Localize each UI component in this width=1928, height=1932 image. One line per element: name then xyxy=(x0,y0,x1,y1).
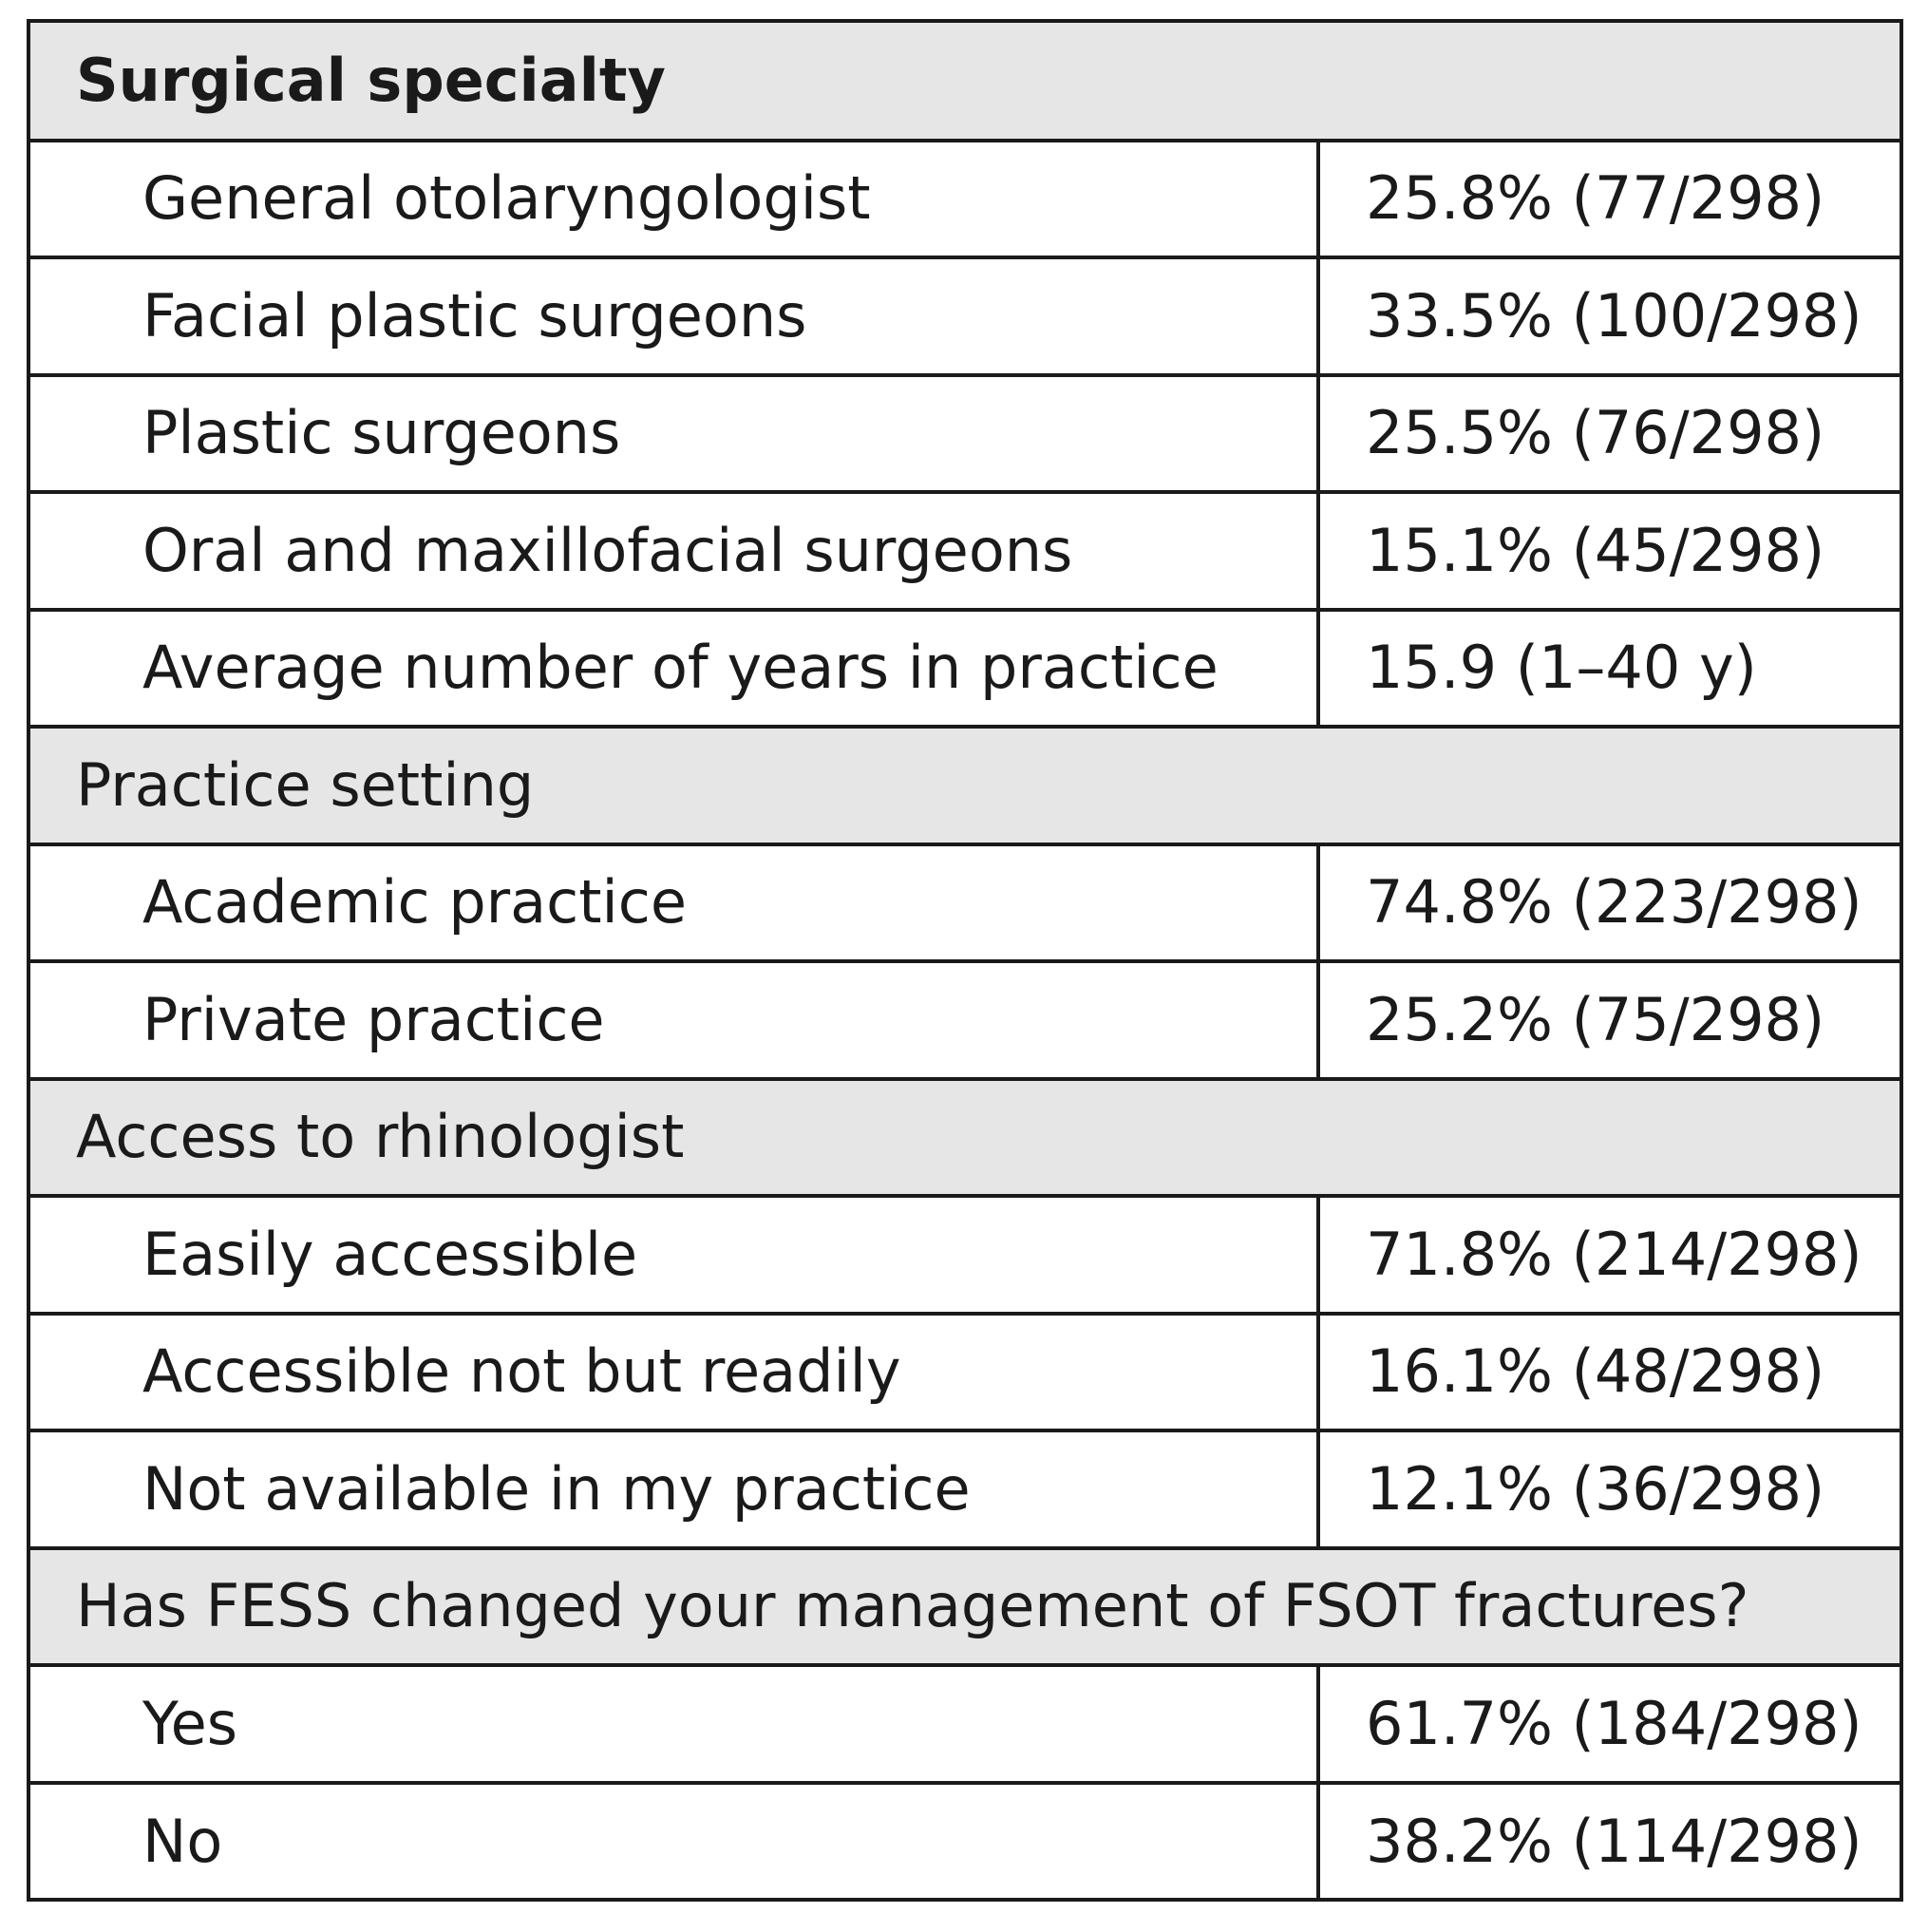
row-value: 74.8% (223/298) xyxy=(1316,842,1900,963)
table-row: Accessible not but readily 16.1% (48/298… xyxy=(30,1311,1900,1432)
table-row: Plastic surgeons 25.5% (76/298) xyxy=(30,372,1900,494)
section-heading: Has FESS changed your management of FSOT… xyxy=(30,1545,1900,1667)
section-heading-row: Has FESS changed your management of FSOT… xyxy=(30,1545,1900,1667)
row-value: 25.5% (76/298) xyxy=(1316,372,1900,494)
table-row: Average number of years in practice 15.9… xyxy=(30,607,1900,729)
table-row: General otolaryngologist 25.8% (77/298) xyxy=(30,138,1900,259)
row-label: Average number of years in practice xyxy=(30,607,1320,729)
row-value: 16.1% (48/298) xyxy=(1316,1311,1900,1432)
row-value: 15.1% (45/298) xyxy=(1316,490,1900,612)
section-heading: Practice setting xyxy=(30,725,1900,846)
row-value: 33.5% (100/298) xyxy=(1316,256,1900,377)
row-label: Private practice xyxy=(30,959,1320,1081)
section-heading: Access to rhinologist xyxy=(30,1076,1900,1198)
row-label: Academic practice xyxy=(30,842,1320,963)
section-heading: Surgical specialty xyxy=(30,23,1900,142)
row-label: Plastic surgeons xyxy=(30,372,1320,494)
survey-table-grid: Surgical specialty General otolaryngolog… xyxy=(30,23,1900,1900)
table-row: Academic practice 74.8% (223/298) xyxy=(30,842,1900,963)
table-row: Facial plastic surgeons 33.5% (100/298) xyxy=(30,256,1900,377)
row-label: No xyxy=(30,1780,1320,1900)
row-value: 71.8% (214/298) xyxy=(1316,1194,1900,1316)
table-row: Not available in my practice 12.1% (36/2… xyxy=(30,1429,1900,1550)
table-row: Private practice 25.2% (75/298) xyxy=(30,959,1900,1081)
row-label: General otolaryngologist xyxy=(30,138,1320,259)
section-heading-row: Practice setting xyxy=(30,725,1900,846)
row-value: 61.7% (184/298) xyxy=(1316,1663,1900,1785)
row-value: 12.1% (36/298) xyxy=(1316,1429,1900,1550)
row-label: Yes xyxy=(30,1663,1320,1785)
row-label: Oral and maxillofacial surgeons xyxy=(30,490,1320,612)
row-value: 38.2% (114/298) xyxy=(1316,1780,1900,1900)
table-row: Easily accessible 71.8% (214/298) xyxy=(30,1194,1900,1316)
row-value: 25.8% (77/298) xyxy=(1316,138,1900,259)
row-label: Facial plastic surgeons xyxy=(30,256,1320,377)
table-row: Oral and maxillofacial surgeons 15.1% (4… xyxy=(30,490,1900,612)
table-row: Yes 61.7% (184/298) xyxy=(30,1663,1900,1785)
table-row: No 38.2% (114/298) xyxy=(30,1780,1900,1900)
row-value: 15.9 (1–40 y) xyxy=(1316,607,1900,729)
section-heading-row: Surgical specialty xyxy=(30,23,1900,142)
row-label: Accessible not but readily xyxy=(30,1311,1320,1432)
survey-table: Surgical specialty General otolaryngolog… xyxy=(27,19,1903,1902)
row-label: Easily accessible xyxy=(30,1194,1320,1316)
row-value: 25.2% (75/298) xyxy=(1316,959,1900,1081)
section-heading-row: Access to rhinologist xyxy=(30,1076,1900,1198)
row-label: Not available in my practice xyxy=(30,1429,1320,1550)
